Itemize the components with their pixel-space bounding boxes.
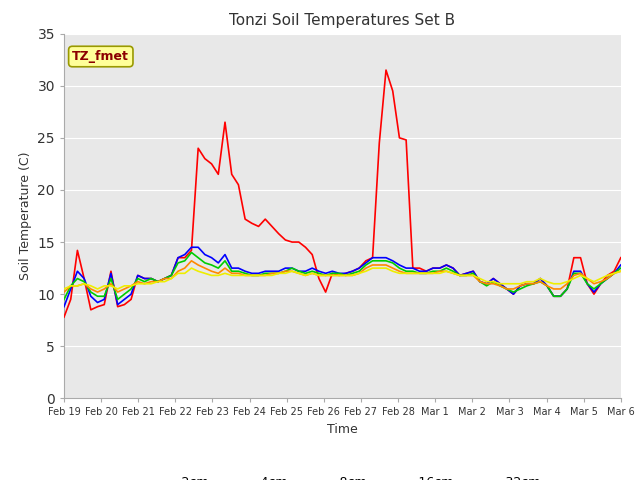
Text: TZ_fmet: TZ_fmet — [72, 50, 129, 63]
Legend: -2cm, -4cm, -8cm, -16cm, -32cm: -2cm, -4cm, -8cm, -16cm, -32cm — [140, 471, 545, 480]
Title: Tonzi Soil Temperatures Set B: Tonzi Soil Temperatures Set B — [229, 13, 456, 28]
Y-axis label: Soil Temperature (C): Soil Temperature (C) — [19, 152, 32, 280]
X-axis label: Time: Time — [327, 423, 358, 436]
